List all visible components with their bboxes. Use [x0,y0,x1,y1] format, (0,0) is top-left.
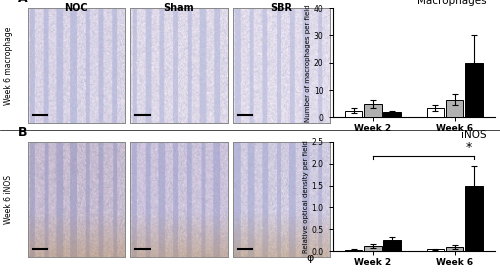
Text: B: B [18,126,27,139]
Text: Week 6 iNOS: Week 6 iNOS [4,175,14,224]
Bar [465,186,482,251]
Text: A: A [18,0,27,5]
Text: *: * [466,141,472,154]
Text: SBR: SBR [270,3,292,13]
Y-axis label: Number of macrophages per field: Number of macrophages per field [305,4,311,121]
Bar [384,112,401,117]
Text: Macrophages: Macrophages [417,0,487,6]
Bar [364,246,382,251]
Text: Week 6 macrophage: Week 6 macrophage [4,26,14,105]
Bar [345,111,362,117]
Text: Sham: Sham [164,3,194,13]
Text: NOC: NOC [64,3,88,13]
Bar [364,104,382,117]
Text: φ: φ [306,253,314,263]
Y-axis label: Relative optical density per field: Relative optical density per field [302,140,308,253]
Bar [446,100,464,117]
Bar [426,108,444,117]
Bar [446,247,464,251]
Bar [345,250,362,251]
Bar [465,63,482,117]
Bar [426,250,444,251]
Bar [384,240,401,251]
Text: iNOS: iNOS [461,130,487,140]
